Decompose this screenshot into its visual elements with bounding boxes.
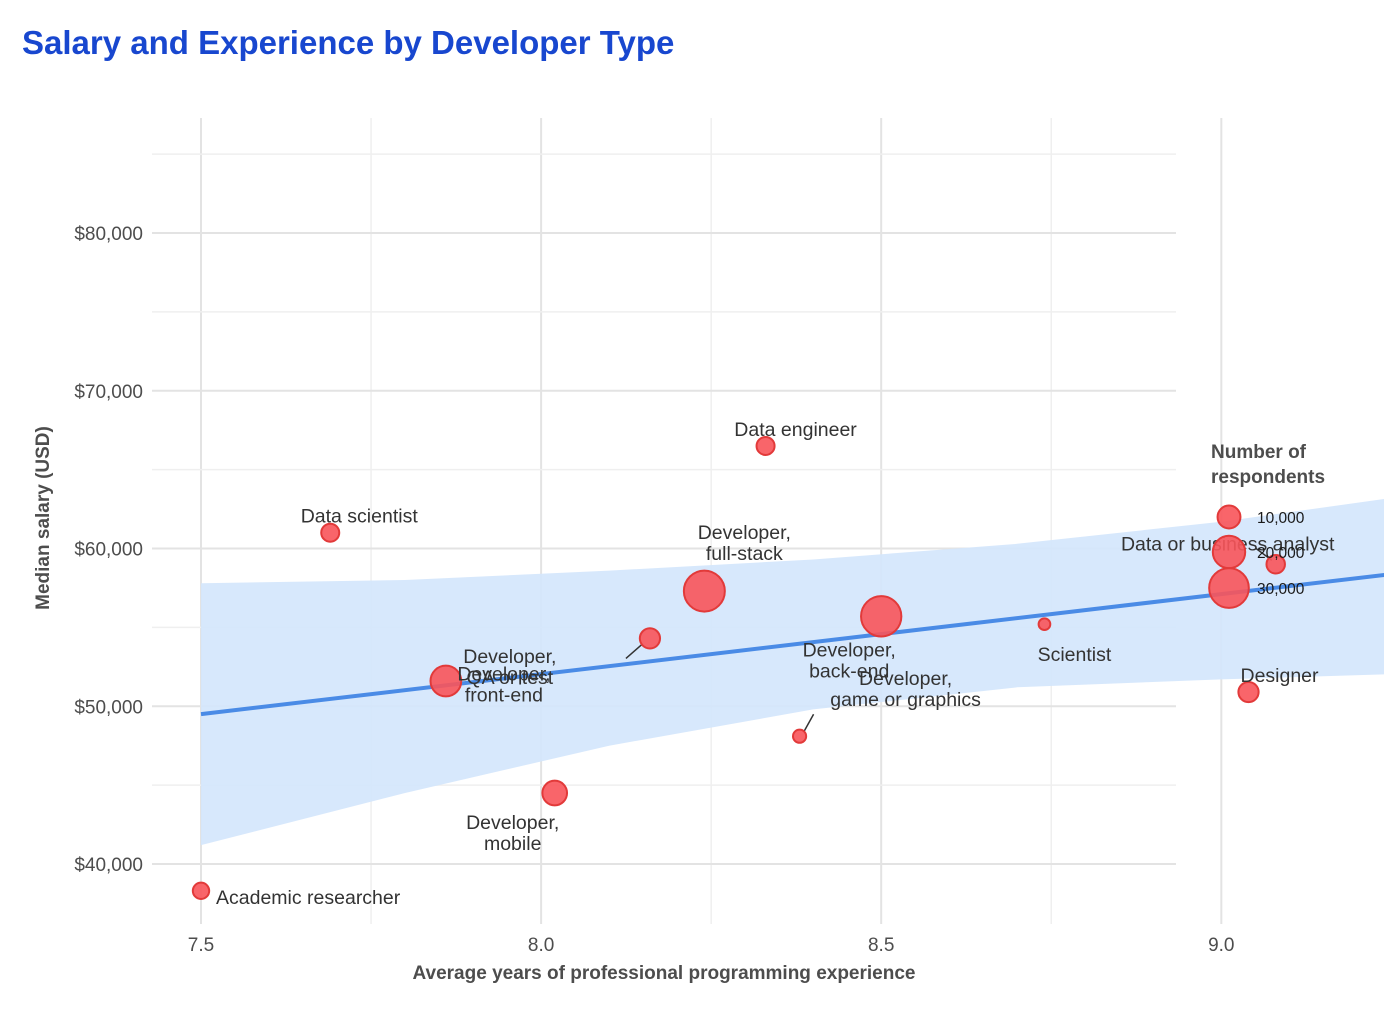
axes: 7.58.08.59.09.510.0$40,000$50,000$60,000…	[33, 224, 1235, 984]
x-tick-label: 7.5	[188, 935, 214, 956]
legend: Number of respondents 10,000 20,000 30,000	[1208, 442, 1325, 609]
legend-title: respondents	[1211, 467, 1325, 488]
legend-key-circle	[1211, 534, 1247, 570]
x-tick-label: 8.5	[868, 935, 894, 956]
point-label: Developer,	[698, 522, 791, 544]
y-axis-title: Median salary (USD)	[33, 426, 54, 610]
legend-entry-label: 10,000	[1257, 510, 1305, 527]
data-point	[320, 522, 341, 543]
legend-key-circle	[1216, 504, 1242, 530]
point-label: Designer	[1240, 665, 1319, 687]
label-leader	[802, 713, 815, 733]
x-tick-label: 9.0	[1208, 935, 1234, 956]
trend-line	[200, 572, 1384, 717]
legend-title: Number of	[1211, 442, 1307, 463]
point-label: front-end	[465, 684, 543, 706]
point-label: Developer,	[457, 663, 550, 685]
point-label: QA or test	[467, 667, 554, 689]
point-label: Scientist	[1038, 644, 1112, 666]
point-label: Academic researcher	[216, 887, 401, 909]
chart-title: Salary and Experience by Developer Type	[22, 24, 675, 61]
point-label: Developer,	[463, 646, 556, 668]
x-axis-title: Average years of professional programmin…	[413, 963, 916, 984]
point-label: full-stack	[706, 543, 783, 565]
data-point	[1265, 554, 1286, 575]
data-point	[682, 569, 726, 613]
data-points	[191, 435, 1286, 900]
y-tick-label: $60,000	[74, 540, 143, 561]
data-point	[1037, 617, 1052, 632]
data-point	[191, 881, 211, 900]
y-tick-label: $50,000	[74, 697, 143, 718]
point-label: Developer,	[859, 668, 952, 690]
point-label: Data engineer	[734, 419, 857, 441]
point-label: mobile	[484, 833, 541, 855]
data-point	[791, 728, 808, 744]
data-point	[860, 595, 903, 638]
legend-entry-label: 20,000	[1257, 545, 1305, 562]
data-point	[638, 627, 662, 650]
y-tick-label: $80,000	[74, 224, 143, 245]
point-label: game or graphics	[830, 689, 981, 711]
point-label: back-end	[809, 660, 889, 682]
confidence-ribbon-layer	[201, 499, 1384, 846]
label-leader	[625, 643, 643, 659]
legend-entry-label: 30,000	[1257, 581, 1305, 598]
data-point	[755, 435, 776, 456]
point-label: Data scientist	[301, 506, 419, 528]
point-label: Developer,	[803, 639, 896, 661]
confidence-ribbon	[201, 499, 1384, 846]
x-tick-label: 8.0	[528, 935, 554, 956]
trend-line-layer	[200, 572, 1384, 717]
y-tick-label: $70,000	[74, 382, 143, 403]
data-point	[429, 664, 463, 698]
point-label: Developer,	[466, 812, 559, 834]
y-tick-label: $40,000	[74, 855, 143, 876]
data-point	[1237, 680, 1260, 704]
data-point	[541, 779, 569, 807]
legend-key-circle	[1208, 567, 1250, 609]
